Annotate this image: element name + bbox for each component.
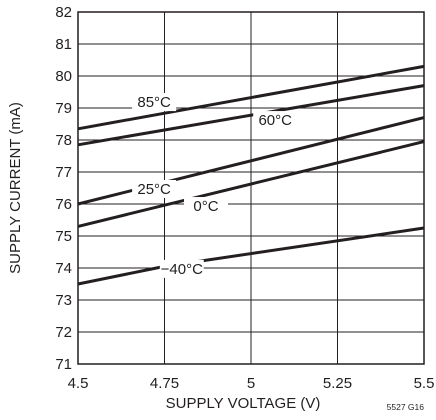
y-tick-label: 76 bbox=[55, 196, 72, 213]
x-tick-label: 5.25 bbox=[323, 375, 352, 392]
y-tick-label: 73 bbox=[55, 292, 72, 309]
series-label-background bbox=[132, 93, 177, 112]
series-label: 0°C bbox=[193, 198, 218, 215]
y-tick-label: 80 bbox=[55, 68, 72, 85]
y-tick-label: 77 bbox=[55, 164, 72, 181]
series-label-background bbox=[184, 197, 229, 216]
y-tick-label: 82 bbox=[55, 4, 72, 21]
series-label-background bbox=[159, 259, 204, 278]
series-line bbox=[77, 140, 425, 228]
x-tick-labels: 4.5 4.75 5 5.25 5.5 bbox=[68, 375, 435, 392]
figure-code: 5527 G16 bbox=[387, 402, 425, 412]
series-label-background bbox=[253, 111, 298, 130]
y-tick-label: 81 bbox=[55, 36, 72, 53]
x-tick-label: 5.5 bbox=[414, 375, 435, 392]
series-label-background bbox=[132, 179, 177, 198]
y-tick-label: 74 bbox=[55, 260, 72, 277]
series-label: 85°C bbox=[137, 94, 171, 111]
x-tick-label: 4.75 bbox=[150, 375, 179, 392]
y-tick-label: 72 bbox=[55, 324, 72, 341]
y-tick-label: 78 bbox=[55, 132, 72, 149]
y-axis-label: SUPPLY CURRENT (mA) bbox=[7, 102, 24, 274]
series-label: 60°C bbox=[258, 112, 292, 129]
series-label: 25°C bbox=[137, 181, 171, 198]
y-tick-label: 71 bbox=[55, 356, 72, 373]
x-tick-label: 4.5 bbox=[68, 375, 89, 392]
series-line bbox=[77, 84, 425, 147]
series-label: −40°C bbox=[161, 261, 203, 278]
grid bbox=[78, 12, 424, 364]
series-line bbox=[77, 64, 425, 131]
y-tick-label: 75 bbox=[55, 228, 72, 245]
x-axis-label: SUPPLY VOLTAGE (V) bbox=[166, 395, 321, 412]
y-tick-labels: 71 72 73 74 75 76 77 78 79 80 81 82 bbox=[55, 4, 72, 373]
x-tick-label: 5 bbox=[247, 375, 255, 392]
series-labels: 85°C 60°C 25°C 0°C −40°C bbox=[132, 93, 298, 278]
y-tick-label: 79 bbox=[55, 100, 72, 117]
